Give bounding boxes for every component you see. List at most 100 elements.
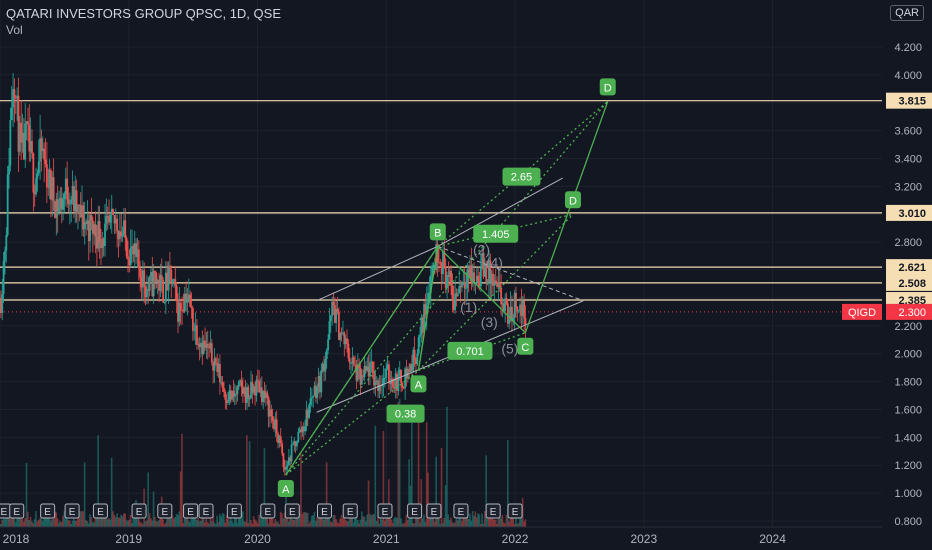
candle-body bbox=[231, 390, 233, 400]
candle-body bbox=[442, 251, 444, 275]
volume-bar bbox=[127, 521, 129, 527]
candle-body bbox=[396, 373, 398, 392]
candle-body bbox=[36, 173, 39, 179]
earnings-marker[interactable]: E bbox=[316, 503, 332, 519]
candle-body bbox=[267, 397, 270, 417]
volume-bar bbox=[51, 519, 53, 527]
candle-body bbox=[97, 221, 100, 249]
earnings-marker[interactable]: E bbox=[485, 503, 501, 519]
candle-body bbox=[400, 369, 402, 383]
volume-bar bbox=[205, 511, 208, 527]
candle-body bbox=[91, 220, 94, 235]
volume-bar bbox=[327, 515, 329, 527]
price-axis[interactable]: 0.800 1.000 1.200 1.400 1.600 1.800 2.000 2.200… bbox=[842, 0, 932, 550]
earnings-marker[interactable]: E bbox=[157, 503, 173, 519]
candle-body bbox=[436, 244, 439, 263]
candle-body bbox=[498, 282, 501, 288]
earnings-marker[interactable]: E bbox=[131, 503, 147, 519]
pattern-point-c[interactable]: C bbox=[517, 337, 534, 355]
volume-bar bbox=[141, 523, 144, 527]
earnings-marker[interactable]: E bbox=[92, 503, 108, 519]
volume-bar bbox=[379, 514, 382, 527]
volume-bar bbox=[54, 511, 56, 527]
volume-bar bbox=[158, 520, 160, 527]
earnings-marker[interactable]: E bbox=[40, 503, 56, 519]
volume-bar bbox=[500, 517, 502, 527]
level-price-badge[interactable]: 2.508 bbox=[886, 274, 932, 291]
candle-body bbox=[439, 262, 442, 264]
earnings-badge bbox=[198, 503, 214, 519]
volume-bar bbox=[390, 519, 393, 527]
earnings-marker[interactable]: E bbox=[426, 503, 442, 519]
earnings-marker[interactable]: E bbox=[226, 503, 242, 519]
candle-body bbox=[365, 365, 367, 371]
pattern-point-a[interactable]: A bbox=[277, 479, 294, 497]
candle-body bbox=[258, 381, 261, 393]
earnings-marker[interactable]: E bbox=[507, 503, 523, 519]
ratio-badge bbox=[386, 404, 425, 423]
earnings-marker[interactable]: E bbox=[377, 503, 393, 519]
price-tick-label: 3.400 bbox=[894, 154, 922, 166]
earnings-marker[interactable]: E bbox=[183, 503, 199, 519]
earnings-marker[interactable]: E bbox=[453, 503, 469, 519]
volume-bar bbox=[396, 517, 398, 527]
volume-bar bbox=[173, 518, 175, 527]
candle-body bbox=[509, 306, 512, 320]
level-price-badge[interactable]: 2.621 bbox=[886, 259, 932, 276]
earnings-marker[interactable]: E bbox=[407, 503, 423, 519]
volume-bar bbox=[350, 513, 352, 527]
candle-body bbox=[316, 387, 319, 399]
volume-bar bbox=[406, 520, 409, 527]
level-price-badge[interactable]: 3.815 bbox=[886, 92, 932, 109]
earnings-marker[interactable]: E bbox=[9, 503, 25, 519]
candle-body bbox=[260, 387, 263, 402]
candle-body bbox=[402, 387, 405, 389]
pattern-point-d[interactable]: D bbox=[564, 191, 581, 209]
pattern-point-a[interactable]: A bbox=[410, 375, 427, 393]
pattern-point-d[interactable]: D bbox=[599, 78, 616, 96]
volume-bar bbox=[14, 522, 17, 527]
candle-body bbox=[182, 309, 185, 312]
volume-bar bbox=[336, 522, 339, 527]
volume-bar bbox=[452, 523, 455, 527]
symbol-tag[interactable]: QIGD bbox=[842, 303, 882, 320]
volume-bar bbox=[156, 521, 159, 527]
fib-ratio-label[interactable]: 1.405 bbox=[473, 224, 519, 243]
pattern-point-b[interactable]: B bbox=[429, 223, 446, 241]
candle-body bbox=[438, 262, 440, 264]
volume-bar bbox=[152, 491, 155, 527]
fib-ratio-label[interactable]: 0.701 bbox=[447, 341, 493, 360]
earnings-marker[interactable]: E bbox=[260, 503, 276, 519]
currency-button[interactable]: QAR bbox=[890, 5, 924, 21]
earnings-letter: E bbox=[382, 507, 389, 518]
earnings-marker[interactable]: E bbox=[342, 503, 358, 519]
volume-bar bbox=[465, 516, 467, 527]
candle-body bbox=[524, 318, 527, 325]
volume-bar bbox=[5, 513, 8, 527]
candle-body bbox=[321, 363, 324, 371]
level-price-badge[interactable]: 3.010 bbox=[886, 204, 932, 221]
volume-bar bbox=[113, 514, 116, 527]
volume-bar bbox=[511, 517, 513, 527]
candle-body bbox=[519, 304, 521, 311]
candle-body bbox=[340, 332, 343, 334]
earnings-marker[interactable]: E bbox=[284, 503, 300, 519]
candle-body bbox=[292, 444, 294, 446]
earnings-marker[interactable]: E bbox=[64, 503, 80, 519]
candle-body bbox=[118, 231, 121, 240]
time-axis[interactable]: 2018 2019 2020 2021 2022 2023 2024 bbox=[0, 526, 932, 550]
volume-bar bbox=[442, 523, 444, 527]
abcd-pattern-drawing[interactable]: A B A C D D 0.38 0.701 1.405 2.65 (1) (2) (3) (4) (5) bbox=[277, 78, 616, 497]
candle-body bbox=[285, 467, 288, 470]
volume-bar bbox=[475, 517, 478, 527]
candle-body bbox=[144, 286, 147, 297]
fib-ratio-label[interactable]: 2.65 bbox=[502, 167, 541, 186]
fib-ratio-label[interactable]: 0.38 bbox=[386, 404, 425, 423]
last-price-badge[interactable]: 2.300 bbox=[886, 303, 932, 320]
earnings-marker[interactable]: E bbox=[0, 503, 12, 519]
volume-bar bbox=[366, 514, 368, 527]
point-label: D bbox=[569, 195, 577, 207]
earnings-marker[interactable]: E bbox=[198, 503, 214, 519]
